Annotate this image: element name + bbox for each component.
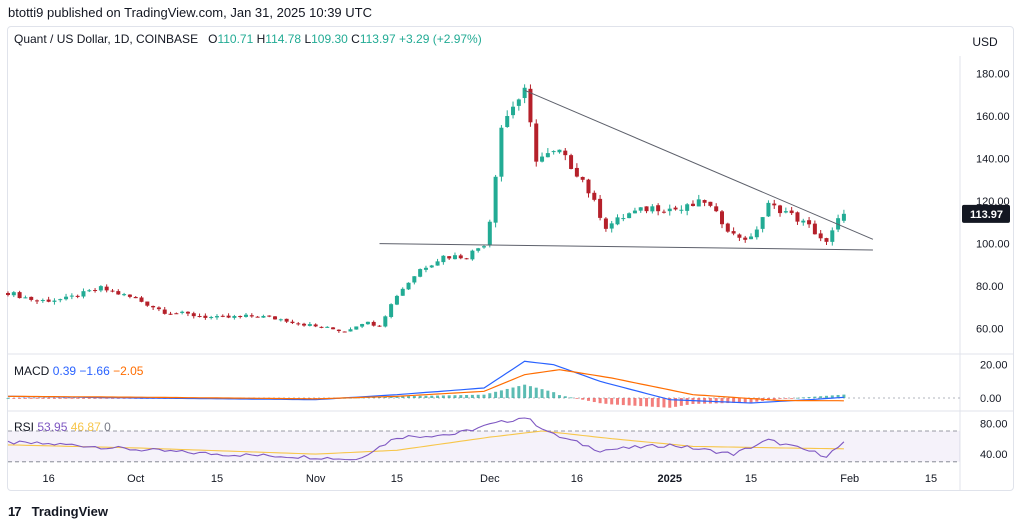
tradingview-footer: 17 TradingView xyxy=(8,504,108,519)
currency-button[interactable]: USD xyxy=(972,35,998,49)
open-label: O xyxy=(208,32,218,46)
low-label: L xyxy=(304,32,312,46)
low-value: 109.30 xyxy=(311,32,348,46)
macd-hist-value: −2.05 xyxy=(113,364,144,378)
macd-name: MACD xyxy=(14,364,50,378)
close-value: 113.97 xyxy=(359,32,396,46)
tradingview-brand: TradingView xyxy=(31,504,108,519)
rsi-legend: RSI 53.95 46.87 0 xyxy=(14,420,111,434)
symbol-legend: Quant / US Dollar, 1D, COINBASE O110.71 … xyxy=(14,32,482,46)
change-value: +3.29 (+2.97%) xyxy=(399,32,482,46)
rsi-value: 53.95 xyxy=(37,420,68,434)
close-label: C xyxy=(351,32,360,46)
macd-value: 0.39 xyxy=(52,364,77,378)
tradingview-logo-icon: 17 xyxy=(8,504,21,519)
symbol-title: Quant / US Dollar, 1D, COINBASE xyxy=(14,32,199,46)
macd-signal-value: −1.66 xyxy=(79,364,110,378)
rsi-ma-value: 46.87 xyxy=(70,420,101,434)
chart-frame xyxy=(7,26,1014,491)
published-caption: btotti9 published on TradingView.com, Ja… xyxy=(8,5,372,20)
high-value: 114.78 xyxy=(265,32,302,46)
high-label: H xyxy=(256,32,266,46)
open-value: 110.71 xyxy=(217,32,254,46)
macd-legend: MACD 0.39 −1.66 −2.05 xyxy=(14,364,143,378)
rsi-name: RSI xyxy=(14,420,35,434)
rsi-extra-value: 0 xyxy=(104,420,111,434)
